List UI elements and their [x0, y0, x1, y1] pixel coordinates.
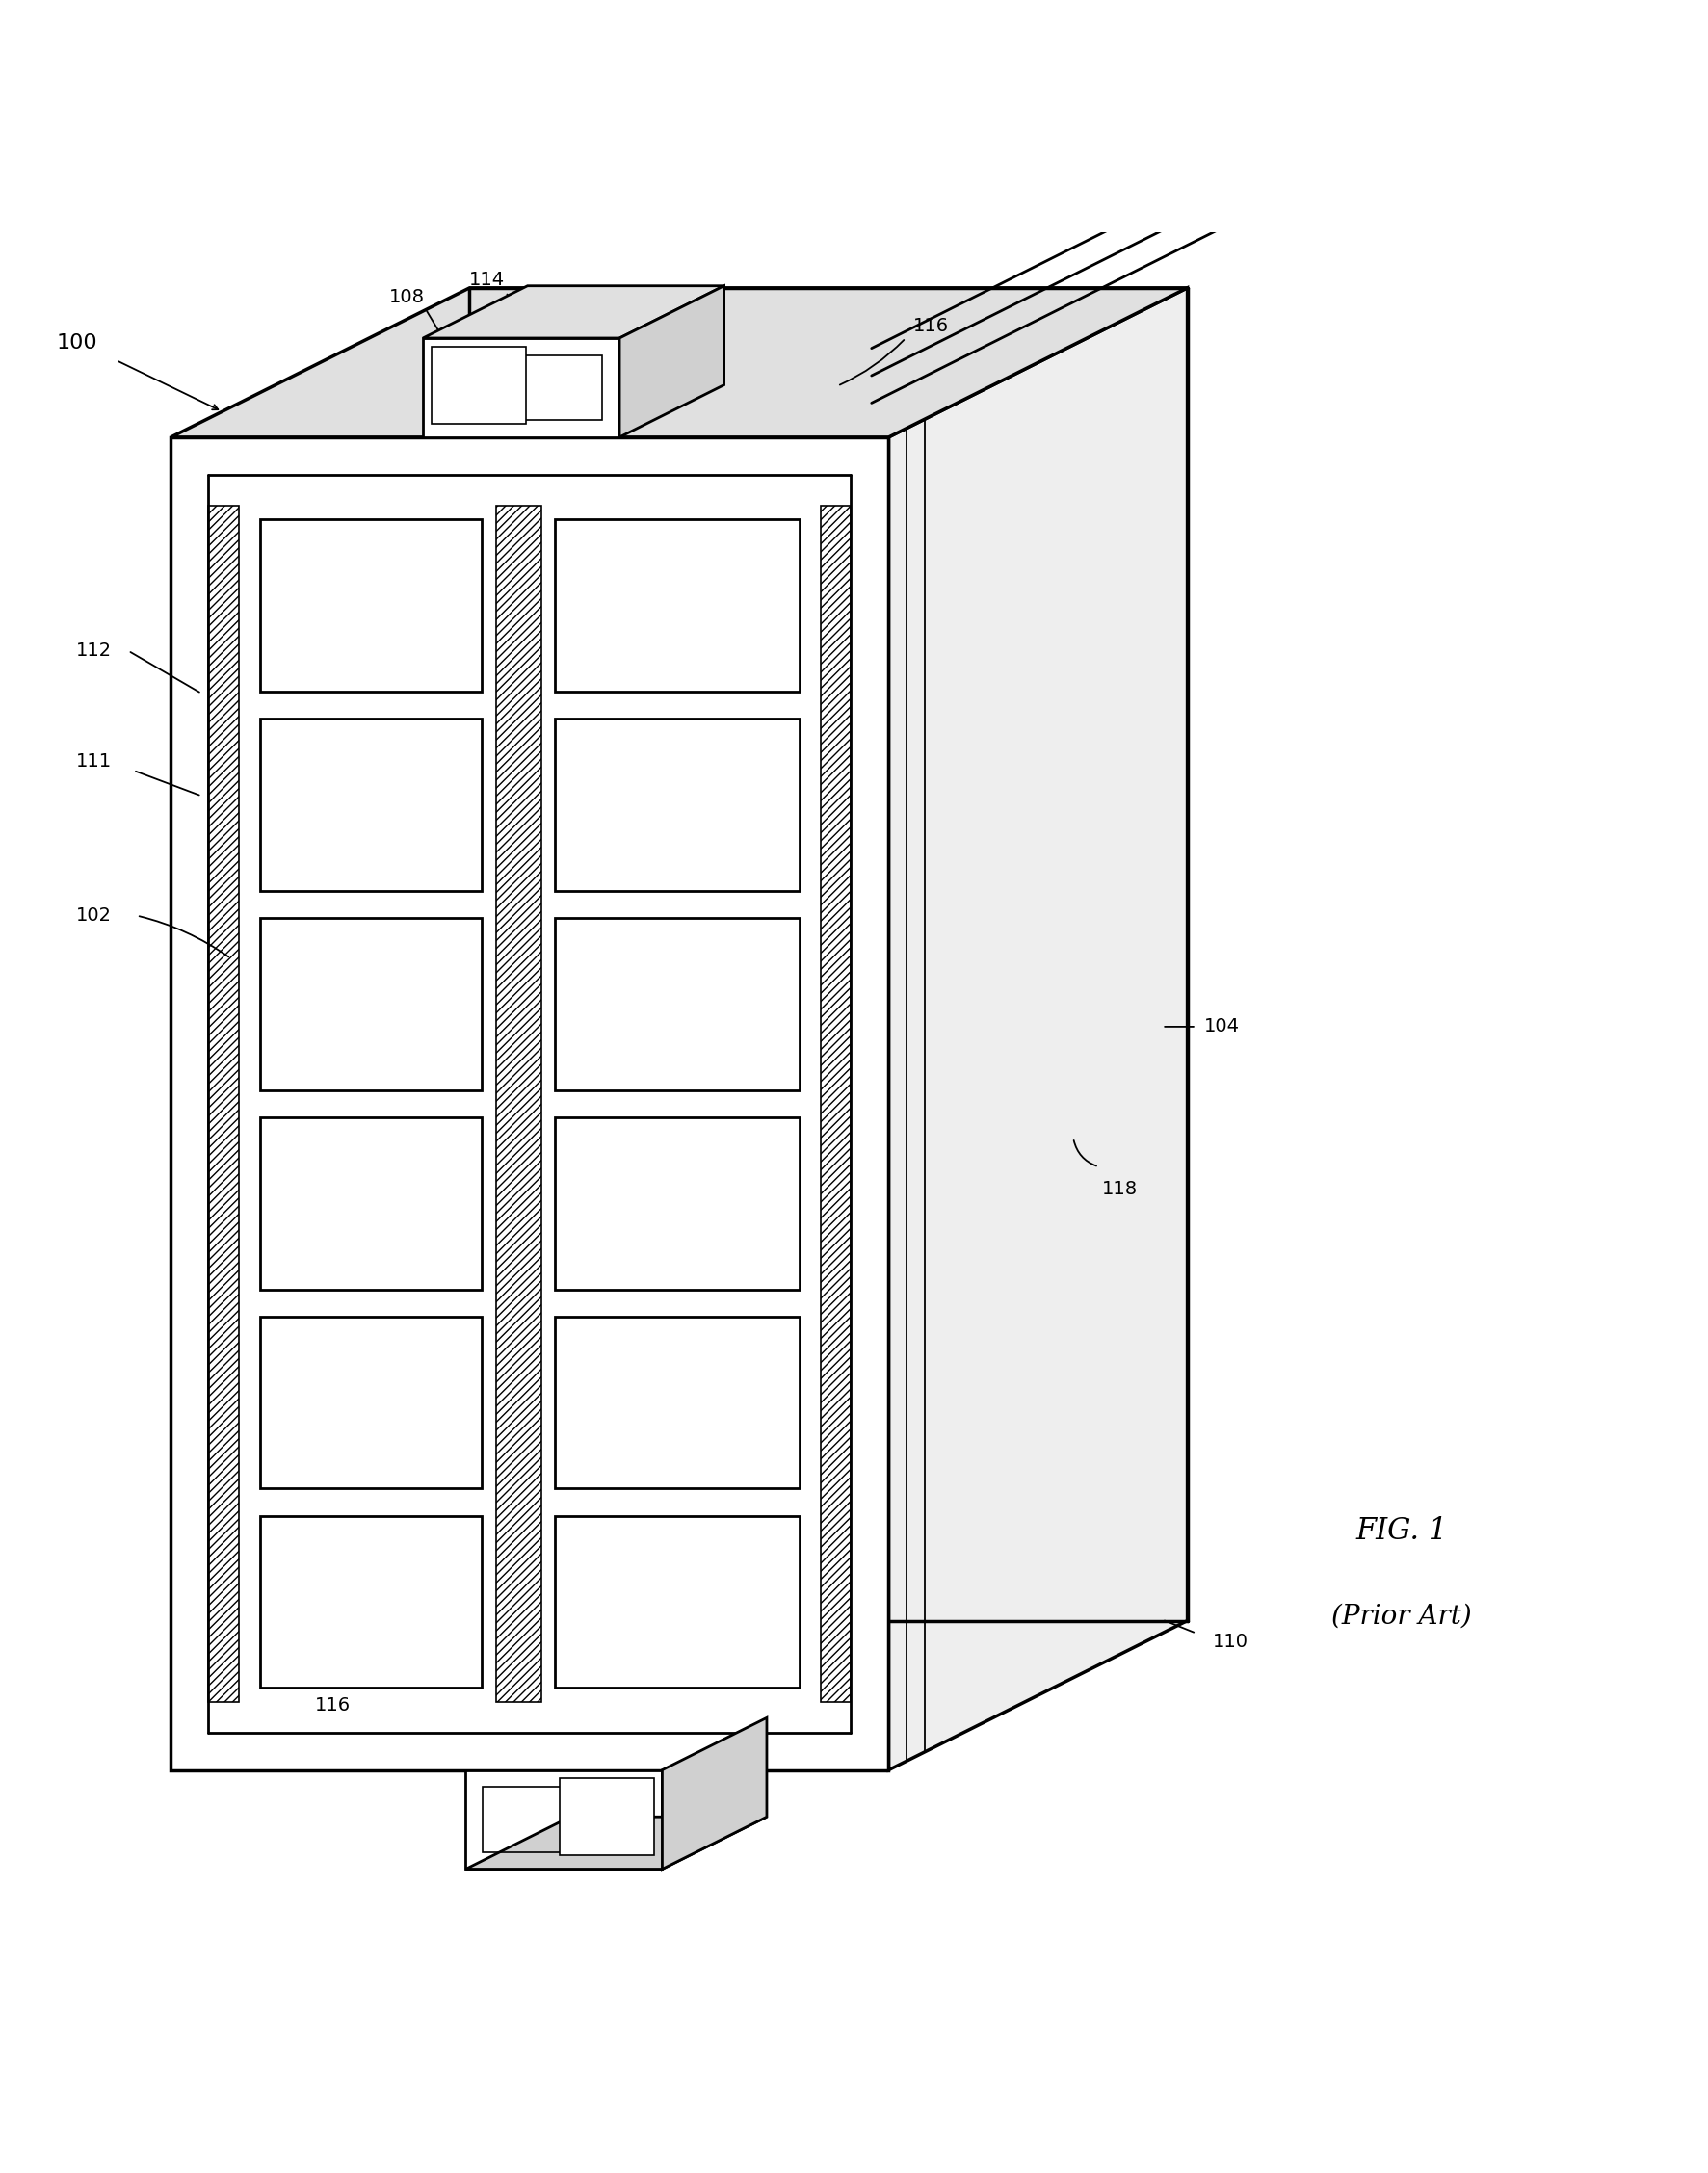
Text: 104: 104: [1204, 1017, 1238, 1037]
Text: 114: 114: [572, 1847, 606, 1864]
Text: 118: 118: [1102, 1180, 1136, 1197]
Polygon shape: [260, 1317, 482, 1489]
Polygon shape: [260, 719, 482, 891]
Bar: [430, 348, 526, 424]
Polygon shape: [422, 339, 618, 437]
Text: 108: 108: [487, 1830, 521, 1847]
Bar: [820, 506, 851, 1701]
Text: 108: 108: [389, 287, 424, 306]
Polygon shape: [555, 719, 799, 891]
Text: 106: 106: [325, 1599, 359, 1617]
Polygon shape: [171, 287, 1187, 437]
Text: FIG. 1: FIG. 1: [1354, 1517, 1447, 1545]
Polygon shape: [260, 1117, 482, 1289]
Polygon shape: [260, 519, 482, 691]
Polygon shape: [888, 287, 1187, 1771]
Bar: [208, 506, 239, 1701]
Polygon shape: [661, 1717, 767, 1869]
Polygon shape: [555, 1317, 799, 1489]
Bar: [482, 1786, 646, 1851]
Polygon shape: [555, 519, 799, 691]
Text: 116: 116: [914, 317, 948, 335]
Text: 100: 100: [56, 335, 97, 352]
Polygon shape: [260, 917, 482, 1091]
Bar: [495, 506, 541, 1701]
Text: (Prior Art): (Prior Art): [1331, 1604, 1471, 1630]
Polygon shape: [555, 1117, 799, 1289]
Polygon shape: [171, 437, 888, 1771]
Text: 114: 114: [470, 272, 504, 289]
Polygon shape: [555, 917, 799, 1091]
Polygon shape: [422, 287, 724, 339]
Polygon shape: [465, 1817, 767, 1869]
Bar: [560, 1778, 652, 1856]
Bar: [439, 354, 603, 419]
Polygon shape: [618, 287, 724, 437]
Text: 111: 111: [77, 752, 111, 771]
Polygon shape: [260, 1517, 482, 1688]
Text: 110: 110: [1213, 1632, 1247, 1651]
Polygon shape: [465, 1771, 661, 1869]
Text: 116: 116: [316, 1695, 350, 1714]
Polygon shape: [555, 1517, 799, 1688]
Text: 102: 102: [77, 906, 111, 926]
Text: 112: 112: [77, 641, 111, 661]
